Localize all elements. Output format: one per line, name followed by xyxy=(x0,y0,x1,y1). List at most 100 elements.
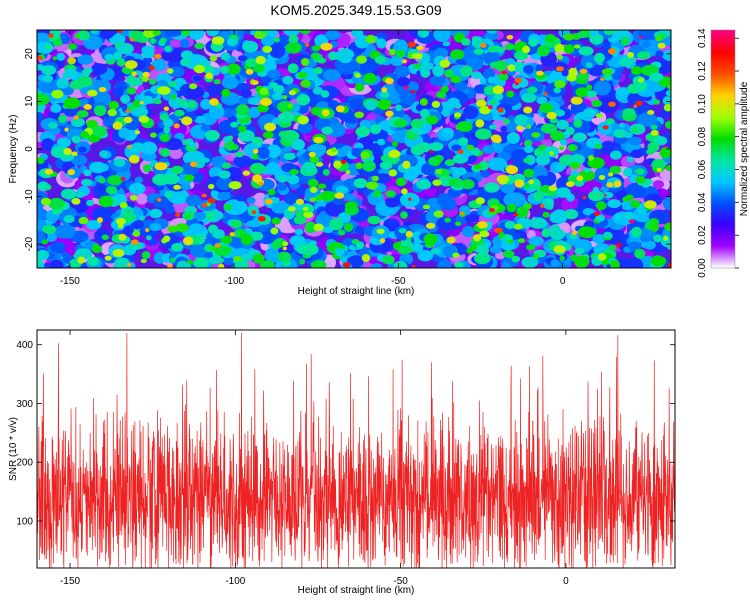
spectrogram-speckle-blob xyxy=(251,153,259,160)
spectrogram-speckle-blob xyxy=(401,188,408,195)
spectrogram-speckle-blob xyxy=(37,78,60,93)
spectrogram-speckle-blob xyxy=(360,151,370,160)
spectrogram-speckle-blob xyxy=(223,199,248,216)
colorbar-swatch xyxy=(711,248,735,251)
colorbar-swatch xyxy=(711,96,735,99)
colorbar-swatch xyxy=(711,162,735,165)
spectrogram-speckle-blob xyxy=(575,87,590,98)
spectrogram-speckle-blob xyxy=(194,42,205,50)
spectrogram-speckle-blob xyxy=(344,193,356,202)
spectrogram-speckle-blob xyxy=(434,168,443,175)
colorbar-swatch xyxy=(711,194,735,197)
spectrogram-speckle-blob xyxy=(364,99,377,111)
colorbar-label: Normalized spectral amplitude xyxy=(739,81,750,216)
spectrogram-speckle-blob xyxy=(78,216,89,225)
spectrogram-speckle-blob xyxy=(577,72,590,81)
spectrogram-speckle-blob xyxy=(296,94,311,106)
spectrogram-speckle-blob xyxy=(393,39,408,54)
spectrogram-speckle-blob xyxy=(506,121,518,133)
spectrogram-speckle-blob xyxy=(631,66,643,76)
spectrogram-speckle-blob xyxy=(118,233,127,241)
spectrogram-speckle-blob xyxy=(475,197,485,205)
spectrogram-speckle-blob xyxy=(235,194,246,202)
spectrogram-speckle-blob xyxy=(348,244,356,251)
colorbar-swatch xyxy=(711,154,735,157)
spectrogram-speckle-blob xyxy=(148,238,159,246)
colorbar-swatch xyxy=(711,94,735,97)
colorbar-swatch xyxy=(711,90,735,93)
spectrogram-speckle-blob xyxy=(524,145,534,154)
spectrogram-speckle-blob xyxy=(421,163,436,176)
spectrogram-speckle-blob xyxy=(148,65,155,71)
spectrogram-speckle-blob xyxy=(255,55,266,65)
spectrogram-speckle-blob xyxy=(181,183,191,191)
spectrogram-speckle-blob xyxy=(51,89,64,99)
spectrogram-speckle-blob xyxy=(230,144,239,151)
spectrogram-speckle-blob xyxy=(193,211,207,221)
spectrogram-speckle-blob xyxy=(283,152,296,161)
spectrogram-speckle-blob xyxy=(129,37,134,42)
spectrogram-speckle-blob xyxy=(145,228,150,233)
spectrogram-speckle-blob xyxy=(432,65,445,77)
spectrogram-speckle-blob xyxy=(308,151,316,158)
spectrogram-speckle-blob xyxy=(228,181,242,190)
spectrogram-speckle-blob xyxy=(86,119,98,128)
spectrogram-speckle-blob xyxy=(458,137,469,146)
spectrogram-speckle-blob xyxy=(49,259,64,268)
colorbar-swatch xyxy=(711,166,735,169)
spectrogram-speckle-blob xyxy=(605,118,615,125)
spectrogram-speckle-blob xyxy=(588,190,605,202)
spectrogram-speckle-blob xyxy=(664,222,671,232)
spectrogram-speckle-blob xyxy=(554,43,565,53)
spectrogram-speckle-blob xyxy=(309,155,319,163)
spectrogram-speckle-blob xyxy=(309,197,316,202)
spectrogram-speckle-blob xyxy=(309,186,318,193)
spectrogram-speckle-blob xyxy=(506,34,514,40)
spectrogram-speckle-blob xyxy=(167,68,174,74)
spectrogram-speckle-blob xyxy=(504,58,516,66)
spectrogram-speckle-blob xyxy=(376,38,387,49)
spectrogram-speckle-blob xyxy=(626,56,637,63)
spectrogram-speckle-blob xyxy=(218,170,231,179)
colorbar-swatch xyxy=(711,220,735,223)
colorbar-swatch xyxy=(711,104,735,107)
spectrogram-speckle-blob xyxy=(98,86,107,93)
spectrogram-speckle-blob xyxy=(221,76,239,90)
spectrogram-speckle-blob xyxy=(64,127,69,132)
spectrogram-speckle-blob xyxy=(524,203,532,210)
spectrogram-speckle-blob xyxy=(585,62,593,68)
spectrogram-speckle-blob xyxy=(566,181,575,188)
spectrogram-speckle-blob xyxy=(98,195,114,208)
spectrogram-speckle-blob xyxy=(628,241,642,252)
spectrogram-speckle-blob xyxy=(433,210,444,218)
spectrogram-speckle-blob xyxy=(188,223,205,236)
figure-title: KOM5.2025.349.15.53.G09 xyxy=(270,2,441,18)
spectrogram-speckle-blob xyxy=(487,157,508,171)
spectrogram-speckle-blob xyxy=(582,196,587,200)
colorbar-swatch xyxy=(711,238,735,241)
spectrogram-speckle-blob xyxy=(572,132,587,143)
spectrogram-speckle-blob xyxy=(170,165,184,175)
spectrogram-speckle-blob xyxy=(601,68,613,76)
spectrogram-speckle-blob xyxy=(237,125,247,133)
spectrogram-speckle-blob xyxy=(37,207,49,223)
spectrogram-speckle-blob xyxy=(205,130,220,141)
spectrogram-speckle-blob xyxy=(334,148,348,158)
spectrogram-speckle-blob xyxy=(489,99,496,105)
spectrogram-speckle-blob xyxy=(73,115,79,120)
colorbar-swatch xyxy=(711,130,735,133)
spectrogram-speckle-blob xyxy=(43,43,54,50)
spectrogram-speckle-blob xyxy=(238,129,255,142)
spectrogram-speckle-blob xyxy=(369,124,382,135)
spectrogram-speckle-blob xyxy=(270,227,279,235)
spectrogram-speckle-blob xyxy=(454,112,462,118)
spectrogram-speckle-blob xyxy=(80,131,89,139)
spectrogram-speckle-blob xyxy=(319,190,336,202)
spectrogram-speckle-blob xyxy=(252,63,266,73)
spectrogram-speckle-blob xyxy=(201,203,208,208)
spectrogram-speckle-blob xyxy=(385,197,400,208)
y-tick-label: 100 xyxy=(16,516,33,527)
spectrogram-speckle-blob xyxy=(310,260,327,268)
spectrogram-speckle-blob xyxy=(603,194,607,197)
